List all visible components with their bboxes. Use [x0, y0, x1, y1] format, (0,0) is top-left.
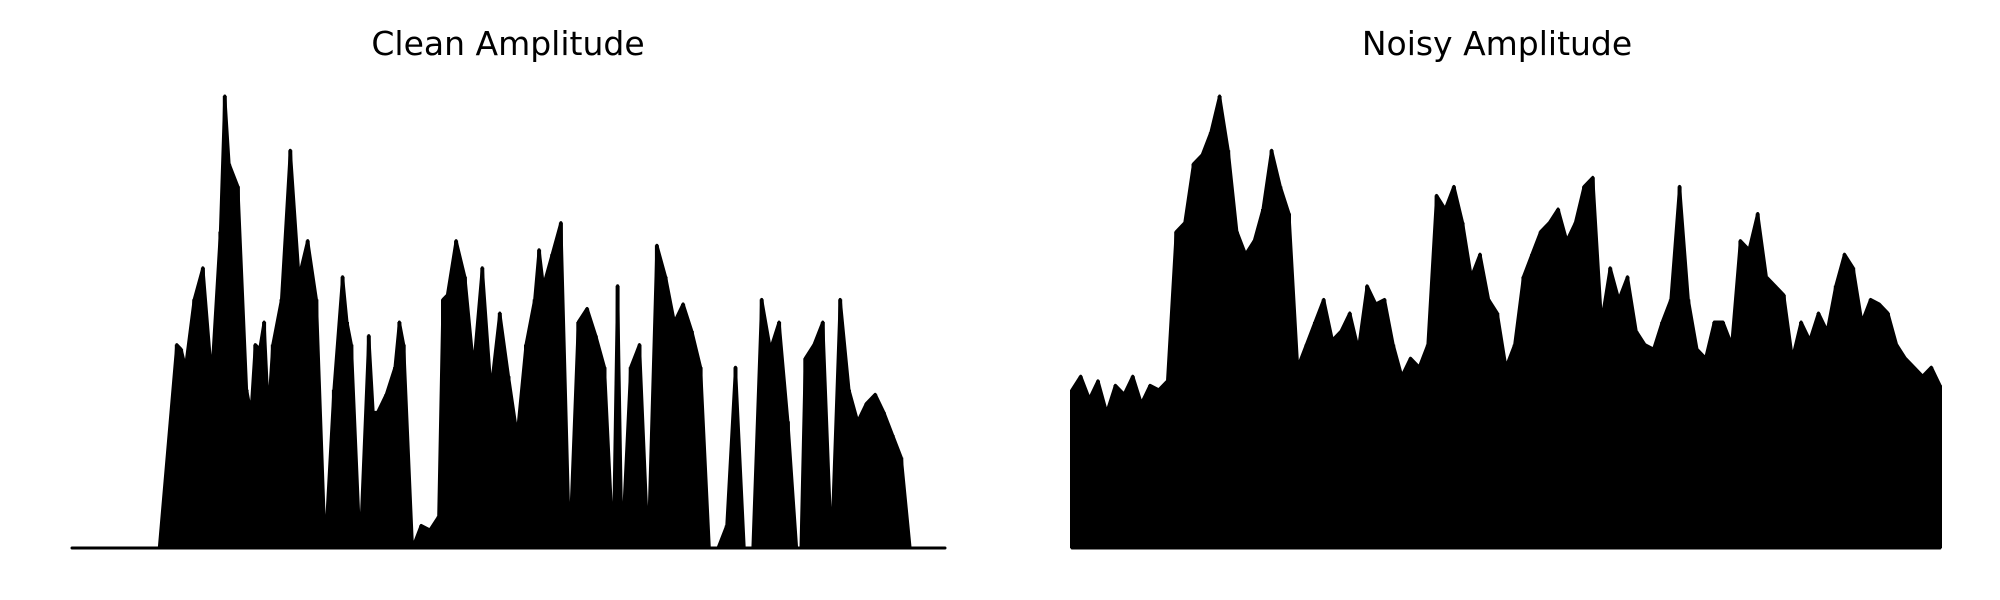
clean-amplitude-title: Clean Amplitude [371, 24, 645, 63]
clean-amplitude-plot [70, 94, 947, 550]
noisy-amplitude-plot [1070, 94, 1942, 550]
noisy-amplitude-title: Noisy Amplitude [1361, 24, 1633, 63]
clean-amplitude-panel: Clean Amplitude [70, 24, 947, 550]
noisy-amplitude-panel: Noisy Amplitude [1000, 0, 2000, 600]
